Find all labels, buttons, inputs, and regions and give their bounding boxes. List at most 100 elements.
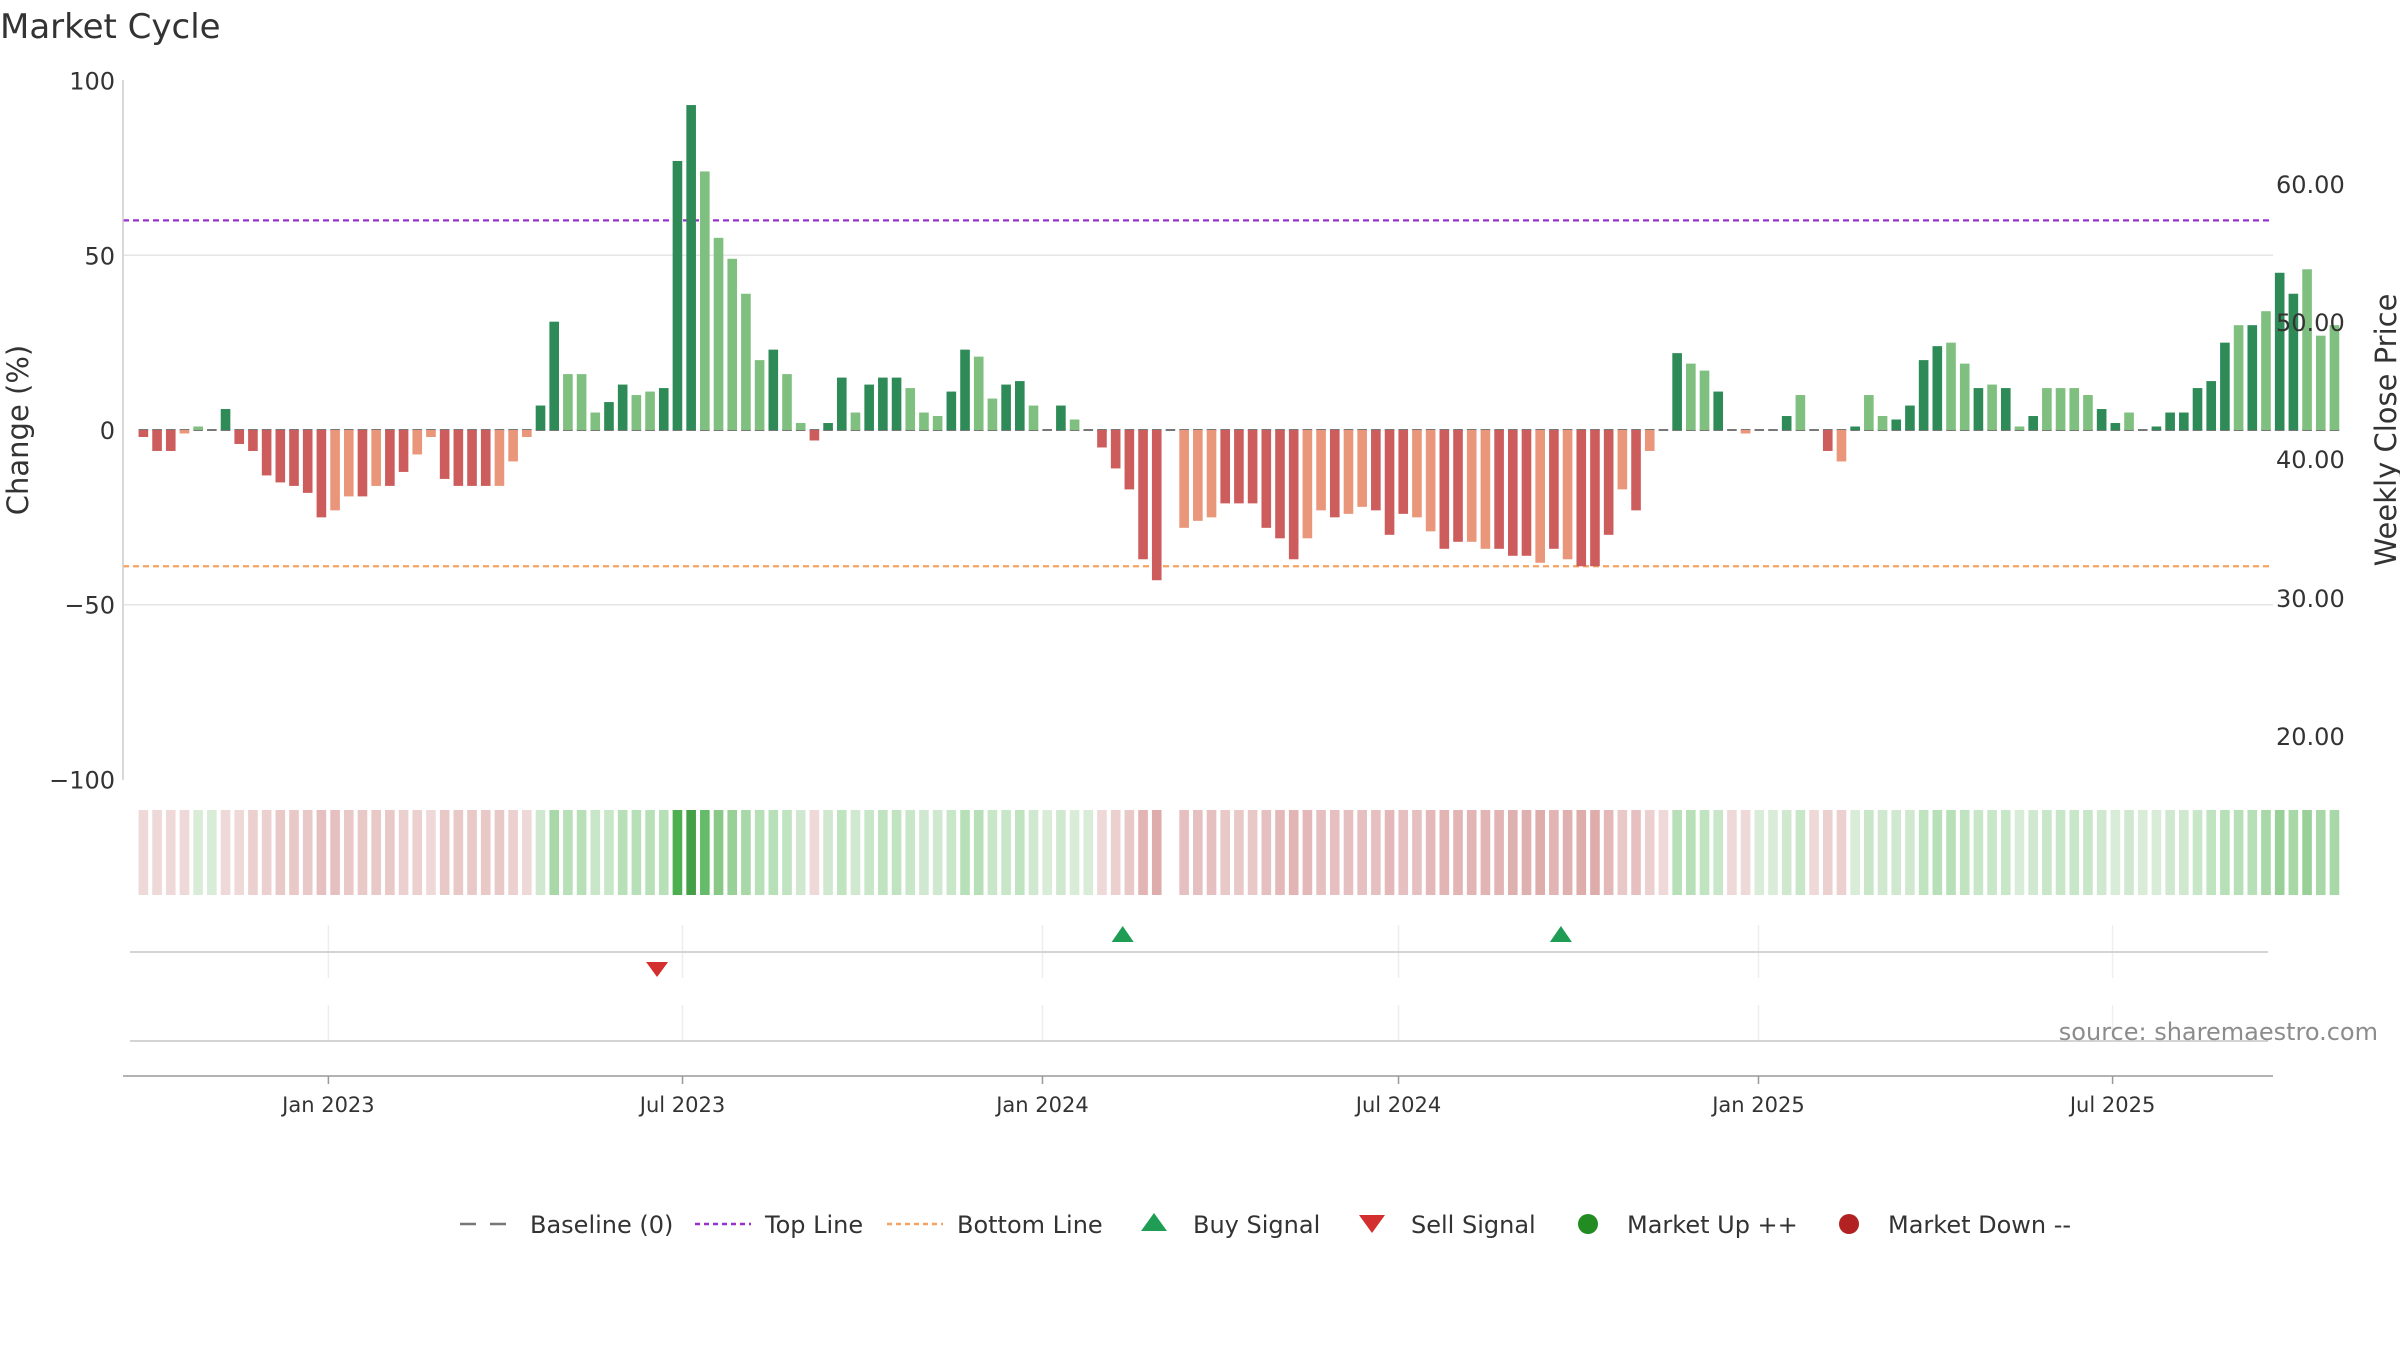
strip-cell [946,810,957,895]
change-bar [2233,325,2244,430]
y-left-tick-label: −50 [64,592,115,620]
strip-cell [604,810,614,895]
change-bar [1069,419,1080,430]
change-bar [1507,430,1518,556]
change-bar [275,430,286,483]
strip-cell [1261,810,1272,895]
change-bar [1480,430,1491,549]
change-bar [1453,430,1463,542]
strip-cell [1864,810,1874,895]
strip-cell [1535,810,1545,895]
strip-cell [179,810,190,895]
strip-cell [2302,810,2312,895]
strip-cell [823,810,833,895]
strip-cell [1097,810,1107,895]
reference-lines [123,219,2273,568]
strip-cell [1371,810,1381,895]
strip-cell [1740,810,1751,895]
change-bar [302,430,313,493]
change-bar [1987,384,1997,430]
strip-cell [932,810,943,895]
strip-cell [1357,810,1367,895]
legend-market-up-icon [1578,1214,1598,1234]
change-bar [1590,430,1600,567]
change-bar [1220,430,1231,504]
strip-cell [357,810,368,895]
strip-cell [2206,810,2217,895]
strip-cell [494,810,505,895]
strip-cell [1973,810,1984,895]
strip-cell [1412,810,1422,895]
legend-label: Bottom Line [957,1211,1103,1239]
change-bar [1699,370,1710,430]
change-bar [1261,430,1272,528]
change-bar [248,430,258,451]
change-bar [946,391,957,430]
strip-cell [919,810,929,895]
change-bar [385,430,395,486]
change-bar [1302,430,1313,539]
change-bar [1521,430,1532,556]
change-bar [138,430,149,437]
change-bar [1686,363,1696,430]
change-bar [1275,430,1285,539]
strip-cell [480,810,491,895]
sell-signal-marker [646,962,669,977]
strip-cell [1617,810,1628,895]
strip-cell [1713,810,1724,895]
strip-cell [1658,810,1669,895]
change-bar [193,426,203,430]
change-bar [234,430,245,444]
strip-cell [1631,810,1641,895]
strip-cell [1686,810,1696,895]
strip-cell [330,810,340,895]
change-bar [453,430,464,486]
chart-title: Market Cycle [0,7,221,47]
change-bar [1466,430,1477,542]
strip-cell [261,810,272,895]
y-right-tick-label: 40.00 [2276,446,2345,474]
legend-label: Market Up ++ [1627,1211,1798,1239]
change-bar [1672,353,1682,430]
legend-label: Market Down -- [1888,1211,2071,1239]
change-bar [179,430,190,434]
change-bar [1343,430,1354,514]
change-bar [1097,430,1107,448]
strip-cell [713,810,724,895]
strip-cell [1877,810,1888,895]
change-bar [1138,430,1148,560]
strip-cell [809,810,820,895]
legend: Baseline (0) Top Line Bottom Line Buy Signa… [460,1211,2071,1239]
strip-cell [1206,810,1217,895]
y-axis-right-label: Weekly Close Price [2369,294,2400,567]
change-bar [1234,430,1244,504]
x-tick-label: Jan 2023 [280,1093,375,1117]
change-bar [2329,325,2340,430]
change-bar [1549,430,1559,549]
change-bar [563,374,573,430]
strip-cell [1918,810,1929,895]
change-bar [2302,269,2312,430]
strip-cell [741,810,751,895]
strip-cell [1494,810,1504,895]
change-bar [1439,430,1450,549]
strip-cell [549,810,560,895]
change-bar [2315,335,2326,430]
strip-cell [1110,810,1121,895]
legend-item: Market Up ++ [1578,1211,1798,1239]
change-bar [1535,430,1545,563]
strip-cell [2124,810,2134,895]
bar-series [138,105,2340,581]
change-bar [850,412,861,430]
strip-cell [1836,810,1847,895]
source-note: source: sharemaestro.com [2059,1018,2378,1046]
strip-cell [1754,810,1765,895]
change-bar [508,430,518,462]
strip-cell [631,810,642,895]
strip-cell [275,810,286,895]
strip-cell [1932,810,1943,895]
legend-label: Buy Signal [1193,1211,1320,1239]
strip-cell [2247,810,2258,895]
change-bar [1494,430,1504,549]
change-bar [1028,405,1039,430]
